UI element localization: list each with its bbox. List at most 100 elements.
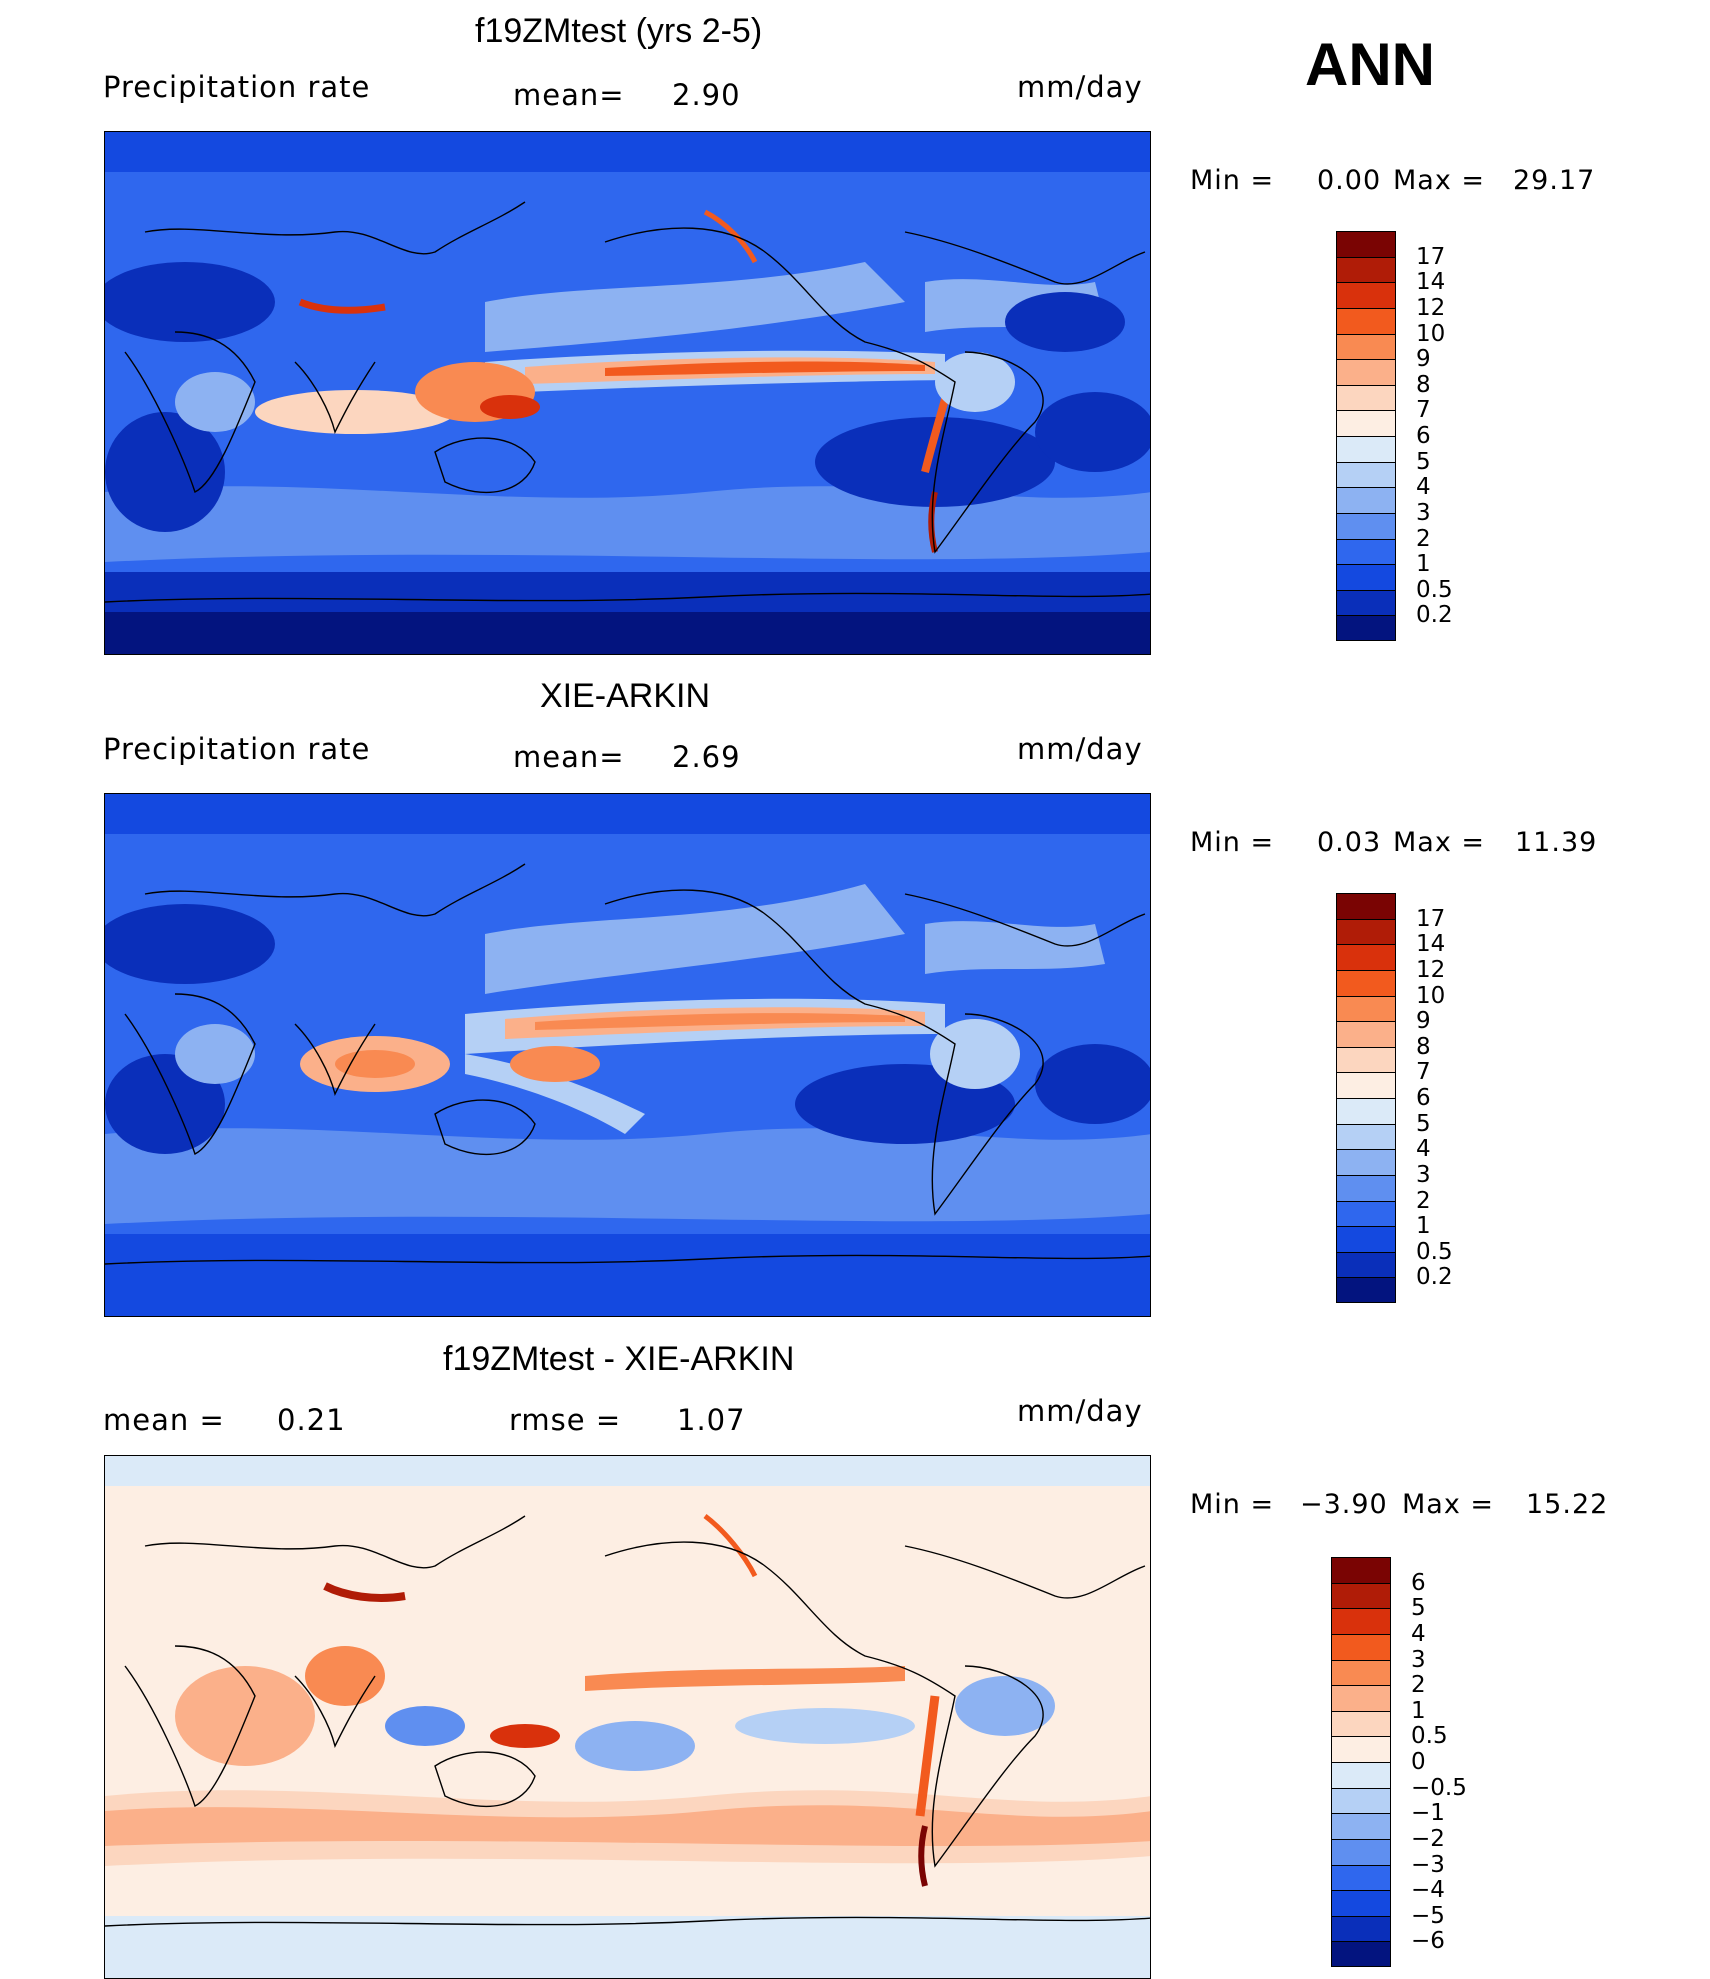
- colorbar-swatch: [1331, 1941, 1391, 1967]
- mean-label: mean=: [513, 740, 625, 774]
- colorbar-tick-label: −3: [1411, 1851, 1445, 1878]
- colorbar-swatch: [1336, 1277, 1396, 1303]
- colorbar-swatch: [1336, 282, 1396, 308]
- colorbar-swatch: [1336, 1226, 1396, 1252]
- colorbar-tick-label: 7: [1416, 1059, 1431, 1086]
- colorbar-swatch: [1336, 410, 1396, 436]
- variable-label: Precipitation rate: [103, 70, 371, 104]
- colorbar-frame: [1336, 893, 1396, 1303]
- rmse-label: rmse =: [509, 1403, 622, 1437]
- colorbar-tick-label: −1: [1411, 1800, 1445, 1827]
- colorbar-swatch: [1336, 384, 1396, 411]
- colorbar-swatch: [1336, 589, 1396, 616]
- min-label: Min =: [1190, 827, 1275, 858]
- colorbar-tick-label: 6: [1416, 1085, 1431, 1111]
- variable-label: Precipitation rate: [103, 732, 371, 766]
- colorbar-swatch: [1331, 1762, 1391, 1788]
- colorbar-swatch: [1331, 1838, 1391, 1865]
- colorbar-swatch: [1336, 538, 1396, 565]
- colorbar-tick-label: 5: [1411, 1595, 1426, 1622]
- units-label: mm/day: [1017, 1394, 1143, 1428]
- colorbar-tick-label: 2: [1416, 525, 1431, 552]
- colorbar-tick-label: 17: [1416, 243, 1446, 270]
- colorbar-swatch: [1336, 1046, 1396, 1073]
- colorbar-swatch: [1336, 564, 1396, 590]
- units-label: mm/day: [1017, 732, 1143, 766]
- min-label: Min =: [1190, 1489, 1275, 1520]
- colorbar-swatch: [1336, 1098, 1396, 1124]
- colorbar-swatch: [1331, 1582, 1391, 1609]
- colorbar-tick-label: 0.5: [1416, 576, 1453, 603]
- colorbar-swatch: [1331, 1685, 1391, 1711]
- colorbar-tick-label: 12: [1416, 956, 1446, 983]
- colorbar-tick-label: 1: [1416, 551, 1431, 578]
- colorbar-swatch: [1336, 461, 1396, 488]
- colorbar-swatch: [1331, 1633, 1391, 1660]
- colorbar-tick-label: 4: [1411, 1620, 1426, 1647]
- mean-value: 2.90: [672, 78, 741, 112]
- max-label: Max =: [1393, 165, 1486, 196]
- colorbar-swatch: [1336, 436, 1396, 462]
- colorbar-tick-label: 6: [1411, 1569, 1426, 1596]
- units-label: mm/day: [1017, 70, 1143, 104]
- colorbar-tick-label: 14: [1416, 269, 1446, 296]
- colorbar-swatch: [1336, 969, 1396, 996]
- colorbar-swatch: [1336, 512, 1396, 539]
- colorbar-tick-label: 0: [1411, 1749, 1426, 1775]
- colorbar-tick-label: 9: [1416, 346, 1431, 373]
- colorbar-swatch: [1331, 1659, 1391, 1686]
- colorbar-tick-label: 6: [1416, 423, 1431, 449]
- colorbar-tick-label: −5: [1411, 1902, 1445, 1929]
- colorbar-swatch: [1331, 1736, 1391, 1762]
- max-label: Max =: [1402, 1489, 1495, 1520]
- min-value: −3.90: [1300, 1489, 1388, 1520]
- colorbar-swatch: [1331, 1864, 1391, 1891]
- colorbar-frame: [1336, 231, 1396, 641]
- colorbar: 17 14 12 10 9 8 7 6 5 4 3 2 1 0.5 0.2: [1336, 231, 1496, 646]
- colorbar-tick-label: 3: [1411, 1646, 1426, 1673]
- colorbar: 17 14 12 10 9 8 7 6 5 4 3 2 1 0.5 0.2: [1336, 893, 1496, 1308]
- colorbar-swatch: [1336, 1123, 1396, 1150]
- colorbar-swatch: [1336, 995, 1396, 1022]
- colorbar-tick-label: 1: [1411, 1697, 1426, 1724]
- colorbar-tick-label: 3: [1416, 1161, 1431, 1188]
- colorbar-swatch: [1336, 487, 1396, 513]
- colorbar-tick-label: 2: [1411, 1672, 1426, 1699]
- max-value: 29.17: [1513, 165, 1596, 196]
- colorbar-swatch: [1336, 359, 1396, 385]
- colorbar-tick-label: 2: [1416, 1187, 1431, 1214]
- colorbar-tick-label: 0.2: [1416, 1264, 1453, 1291]
- precip-map: [104, 793, 1151, 1317]
- colorbar-swatch: [1331, 1890, 1391, 1916]
- colorbar-swatch: [1336, 1072, 1396, 1098]
- season-label: ANN: [1305, 31, 1435, 98]
- max-label: Max =: [1393, 827, 1486, 858]
- min-value: 0.00: [1317, 165, 1382, 196]
- colorbar-tick-label: 10: [1416, 320, 1446, 347]
- panel-title: f19ZMtest (yrs 2-5): [475, 12, 763, 50]
- max-value: 15.22: [1526, 1489, 1609, 1520]
- rmse-value: 1.07: [677, 1403, 746, 1437]
- colorbar-tick-label: −4: [1411, 1877, 1445, 1904]
- colorbar-tick-label: 8: [1416, 371, 1431, 398]
- panel-title: f19ZMtest - XIE-ARKIN: [443, 1340, 795, 1378]
- colorbar-swatch: [1336, 944, 1396, 970]
- mean-label: mean =: [103, 1403, 225, 1437]
- colorbar-swatch: [1331, 1787, 1391, 1814]
- colorbar: 6 5 4 3 2 1 0.5 0 −0.5 −1 −2 −3 −4 −5 −6: [1331, 1557, 1511, 1972]
- colorbar-tick-label: 10: [1416, 982, 1446, 1009]
- colorbar-tick-label: 17: [1416, 905, 1446, 932]
- colorbar-swatch: [1331, 1608, 1391, 1634]
- mean-value: 2.69: [672, 740, 741, 774]
- colorbar-tick-label: 4: [1416, 474, 1431, 501]
- colorbar-tick-label: −0.5: [1411, 1774, 1467, 1801]
- colorbar-tick-label: 7: [1416, 397, 1431, 424]
- colorbar-swatch: [1336, 1200, 1396, 1227]
- min-label: Min =: [1190, 165, 1275, 196]
- colorbar-frame: [1331, 1557, 1391, 1967]
- colorbar-swatch: [1331, 1557, 1391, 1583]
- colorbar-tick-label: 5: [1416, 448, 1431, 475]
- colorbar-swatch: [1336, 615, 1396, 641]
- colorbar-swatch: [1336, 1174, 1396, 1201]
- colorbar-tick-label: 12: [1416, 294, 1446, 321]
